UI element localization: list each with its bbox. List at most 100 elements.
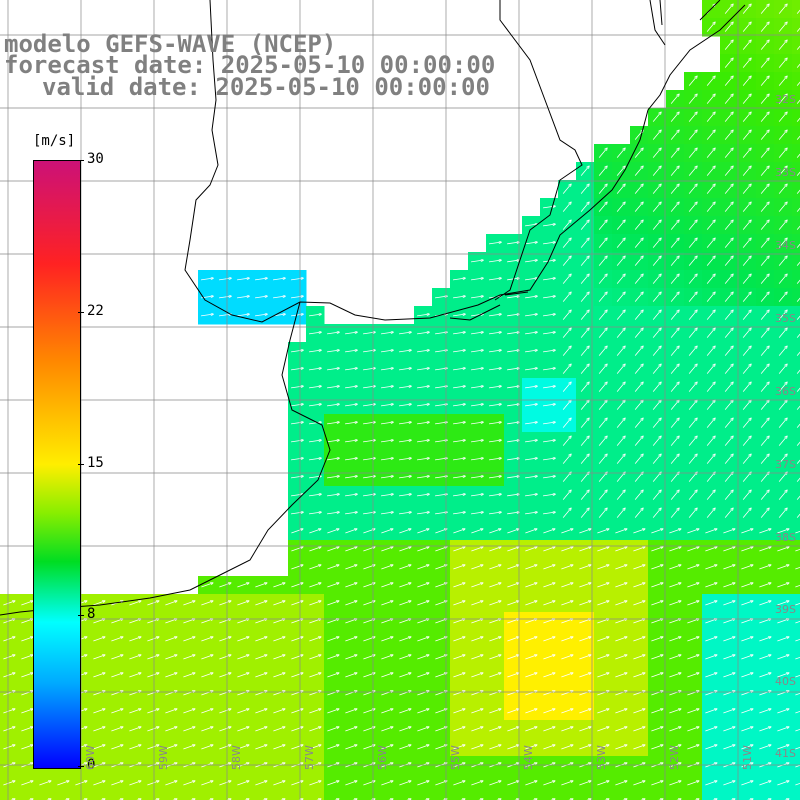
wind-cell xyxy=(792,522,800,541)
wind-cell xyxy=(792,720,800,739)
wind-cell xyxy=(468,792,487,800)
wind-cell xyxy=(126,792,145,800)
wind-cell xyxy=(36,792,55,800)
wind-cell xyxy=(666,792,685,800)
wind-cell xyxy=(360,792,379,800)
lon-label: 54W xyxy=(522,745,535,770)
colorbar-tickmark xyxy=(78,464,84,465)
wind-cell xyxy=(342,792,361,800)
wind-cell xyxy=(792,486,800,505)
wind-cell xyxy=(792,108,800,127)
wind-cell xyxy=(792,630,800,649)
wind-cell xyxy=(180,792,199,800)
wind-cell xyxy=(792,72,800,91)
colorbar-tickmark xyxy=(78,160,84,161)
wind-cell xyxy=(792,180,800,199)
wind-cell xyxy=(486,792,505,800)
wind-cell xyxy=(162,792,181,800)
wind-cell xyxy=(198,792,217,800)
wind-cell xyxy=(792,612,800,631)
wind-cell xyxy=(720,792,739,800)
wind-cell xyxy=(792,324,800,343)
lon-label: 60W xyxy=(84,745,97,770)
wind-cell xyxy=(792,396,800,415)
wind-cell xyxy=(792,270,800,289)
wind-cell xyxy=(378,792,397,800)
lon-label: 53W xyxy=(595,745,608,770)
wind-cell xyxy=(792,252,800,271)
lon-label: 55W xyxy=(449,745,462,770)
wind-cell xyxy=(144,792,163,800)
wind-cell xyxy=(396,792,415,800)
wind-cell xyxy=(54,792,73,800)
wind-cell xyxy=(792,558,800,577)
wind-cell xyxy=(792,306,800,325)
wind-cell xyxy=(270,792,289,800)
wind-cell xyxy=(792,702,800,721)
colorbar-tickmark xyxy=(78,615,84,616)
wind-cell xyxy=(792,432,800,451)
lat-label: 41S xyxy=(775,747,796,760)
wind-cell xyxy=(792,576,800,595)
wind-cell xyxy=(18,792,37,800)
wind-cell xyxy=(702,792,721,800)
lat-label: 34S xyxy=(775,239,796,252)
colorbar-tickmark xyxy=(78,312,84,313)
wind-cell xyxy=(792,450,800,469)
wind-cell xyxy=(216,792,235,800)
wind-cell xyxy=(108,792,127,800)
wind-cell xyxy=(558,792,577,800)
wind-cell xyxy=(792,594,800,613)
wind-cell xyxy=(684,792,703,800)
wind-cell xyxy=(306,792,325,800)
wind-cell xyxy=(792,216,800,235)
wind-cell xyxy=(522,792,541,800)
lat-label: 35S xyxy=(775,312,796,325)
wind-cell xyxy=(540,792,559,800)
wind-cell xyxy=(792,162,800,181)
colorbar-tick-label: 22 xyxy=(87,303,104,319)
wind-cell xyxy=(792,378,800,397)
wind-cell xyxy=(504,792,523,800)
lat-label: 37S xyxy=(775,458,796,471)
lon-label: 57W xyxy=(303,745,316,770)
wind-cell xyxy=(792,414,800,433)
wind-cell xyxy=(792,468,800,487)
wind-cell xyxy=(774,792,793,800)
wind-cell xyxy=(0,792,19,800)
wind-cell xyxy=(792,18,800,37)
wind-cell xyxy=(792,126,800,145)
wind-cell xyxy=(648,792,667,800)
lat-label: 33S xyxy=(775,166,796,179)
wind-cell xyxy=(792,360,800,379)
wind-cell xyxy=(792,54,800,73)
wind-cell xyxy=(594,792,613,800)
wind-cell xyxy=(792,144,800,163)
lat-label: 36S xyxy=(775,385,796,398)
wind-cell xyxy=(252,792,271,800)
wind-cell xyxy=(792,540,800,559)
wind-cell xyxy=(756,792,775,800)
lon-label: 58W xyxy=(230,745,243,770)
lon-label: 52W xyxy=(668,745,681,770)
lat-label: 39S xyxy=(775,603,796,616)
colorbar-tick-label: 15 xyxy=(87,455,104,471)
wind-cell xyxy=(792,198,800,217)
wind-cell xyxy=(792,288,800,307)
wind-cell xyxy=(792,504,800,523)
colorbar-unit: [m/s] xyxy=(33,133,76,149)
wind-cell xyxy=(414,792,433,800)
wind-cell xyxy=(792,36,800,55)
wind-cell xyxy=(792,342,800,361)
lon-label: 59W xyxy=(157,745,170,770)
lon-label: 56W xyxy=(376,745,389,770)
wind-cell xyxy=(612,792,631,800)
wind-cell xyxy=(450,792,469,800)
lat-label: 40S xyxy=(775,675,796,688)
wind-cell xyxy=(792,648,800,667)
wind-cell xyxy=(738,792,757,800)
colorbar-tick-label: 30 xyxy=(87,151,104,167)
wind-cell xyxy=(792,792,800,800)
